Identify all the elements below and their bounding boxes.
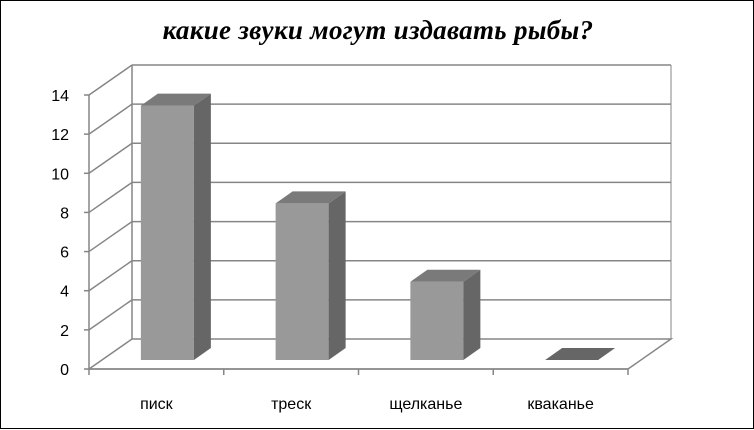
- y-axis: 0 2 4 6 8 10 12 14: [51, 88, 90, 379]
- bar-front: [140, 105, 194, 360]
- y-tick-label: 8: [60, 205, 69, 222]
- bar-top: [275, 191, 346, 204]
- gridline-side: [88, 260, 133, 292]
- gridline-side: [88, 64, 133, 96]
- bar-top: [545, 348, 616, 360]
- x-category-label: щелканье: [389, 396, 462, 413]
- x-category-label: треск: [271, 396, 312, 413]
- y-tick-label: 4: [60, 284, 69, 301]
- x-category-label: писк: [140, 396, 174, 413]
- y-tick-label: 0: [60, 362, 69, 379]
- bar-0: [140, 93, 211, 361]
- y-tick-label: 6: [60, 245, 69, 262]
- chart-gridlines: [88, 64, 671, 331]
- gridline-side: [88, 299, 133, 331]
- y-tick-label: 12: [51, 127, 69, 144]
- y-tick-label: 14: [51, 88, 69, 105]
- bar-3: [545, 348, 616, 360]
- gridline-side: [88, 181, 133, 214]
- x-category-label: кваканье: [527, 396, 594, 413]
- bar-front: [410, 281, 464, 360]
- bar-side: [463, 269, 481, 360]
- x-axis: писк треск щелканье кваканье: [88, 368, 629, 413]
- bar-top: [410, 269, 481, 282]
- bar-side: [193, 93, 211, 361]
- gridline-side: [88, 103, 133, 135]
- bar-front: [275, 203, 329, 360]
- bar-1: [275, 191, 346, 360]
- gridline-side: [88, 142, 133, 174]
- chart-walls: [131, 65, 672, 339]
- gridline-side: [88, 220, 133, 253]
- bar-2: [410, 269, 481, 360]
- bar-side: [328, 191, 346, 360]
- chart-bars: [140, 93, 616, 361]
- y-tick-label: 10: [51, 166, 69, 183]
- chart-title: какие звуки могут издавать рыбы?: [162, 15, 594, 45]
- bar-top: [140, 93, 211, 106]
- y-tick-label: 2: [60, 323, 69, 340]
